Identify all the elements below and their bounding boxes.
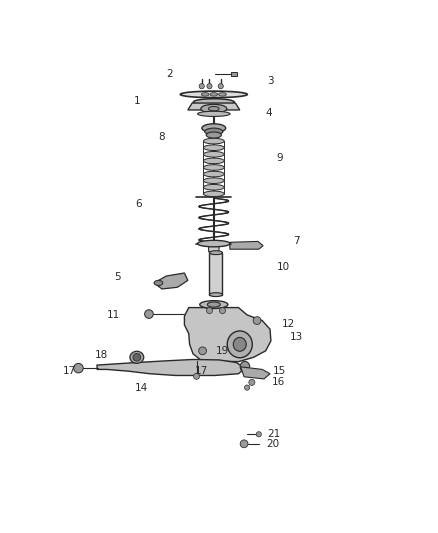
- Ellipse shape: [203, 171, 224, 177]
- Ellipse shape: [205, 128, 223, 135]
- Text: 12: 12: [282, 319, 295, 328]
- Polygon shape: [208, 245, 219, 253]
- Text: 19: 19: [216, 346, 229, 356]
- Polygon shape: [230, 241, 263, 249]
- Circle shape: [249, 379, 255, 385]
- Text: 11: 11: [106, 310, 120, 320]
- Circle shape: [244, 385, 250, 390]
- Polygon shape: [184, 308, 271, 361]
- Text: 15: 15: [273, 366, 286, 376]
- Text: 21: 21: [268, 429, 281, 439]
- Circle shape: [218, 84, 223, 89]
- Text: 20: 20: [266, 439, 279, 449]
- Ellipse shape: [208, 107, 219, 111]
- Ellipse shape: [193, 99, 234, 106]
- Ellipse shape: [203, 151, 224, 157]
- Text: 13: 13: [290, 332, 304, 342]
- Ellipse shape: [180, 91, 247, 98]
- Text: 10: 10: [277, 262, 290, 272]
- Circle shape: [256, 432, 261, 437]
- Text: 4: 4: [265, 108, 272, 118]
- Ellipse shape: [203, 138, 224, 144]
- Ellipse shape: [203, 178, 224, 183]
- Ellipse shape: [233, 337, 246, 351]
- Ellipse shape: [206, 132, 221, 138]
- Circle shape: [199, 84, 204, 89]
- Text: 2: 2: [166, 69, 173, 79]
- Bar: [209, 253, 223, 295]
- Polygon shape: [188, 103, 240, 110]
- Text: 8: 8: [159, 132, 165, 142]
- Ellipse shape: [209, 293, 223, 296]
- Ellipse shape: [203, 158, 224, 164]
- Ellipse shape: [130, 351, 144, 364]
- Ellipse shape: [198, 111, 230, 116]
- Ellipse shape: [154, 280, 163, 286]
- Text: 18: 18: [95, 350, 108, 360]
- Circle shape: [145, 310, 153, 318]
- Ellipse shape: [203, 184, 224, 190]
- Text: 17: 17: [63, 366, 77, 376]
- Ellipse shape: [209, 251, 223, 255]
- Ellipse shape: [203, 165, 224, 170]
- Ellipse shape: [200, 301, 228, 309]
- Text: 5: 5: [114, 272, 121, 282]
- Circle shape: [199, 347, 206, 355]
- Ellipse shape: [227, 331, 252, 358]
- Polygon shape: [97, 359, 245, 375]
- Circle shape: [253, 317, 261, 325]
- Ellipse shape: [201, 104, 227, 113]
- Text: 17: 17: [195, 366, 208, 376]
- Ellipse shape: [203, 145, 224, 150]
- Text: 3: 3: [268, 76, 274, 86]
- Ellipse shape: [202, 124, 226, 132]
- Circle shape: [219, 308, 226, 313]
- Bar: [231, 72, 237, 76]
- Ellipse shape: [201, 93, 209, 96]
- Text: 16: 16: [272, 377, 285, 387]
- Ellipse shape: [203, 191, 224, 197]
- Ellipse shape: [198, 240, 230, 247]
- Circle shape: [240, 440, 248, 448]
- Ellipse shape: [210, 93, 218, 96]
- Text: 7: 7: [293, 236, 300, 246]
- Text: 6: 6: [136, 199, 142, 209]
- Ellipse shape: [207, 302, 220, 307]
- Text: 9: 9: [276, 154, 283, 164]
- Circle shape: [194, 373, 200, 379]
- Ellipse shape: [219, 93, 226, 96]
- Ellipse shape: [240, 361, 250, 372]
- Polygon shape: [240, 367, 270, 379]
- Text: 1: 1: [134, 96, 140, 106]
- Circle shape: [206, 308, 212, 313]
- Circle shape: [133, 353, 141, 361]
- Polygon shape: [154, 273, 188, 289]
- Circle shape: [74, 364, 83, 373]
- Circle shape: [207, 84, 212, 89]
- Text: 14: 14: [134, 383, 148, 393]
